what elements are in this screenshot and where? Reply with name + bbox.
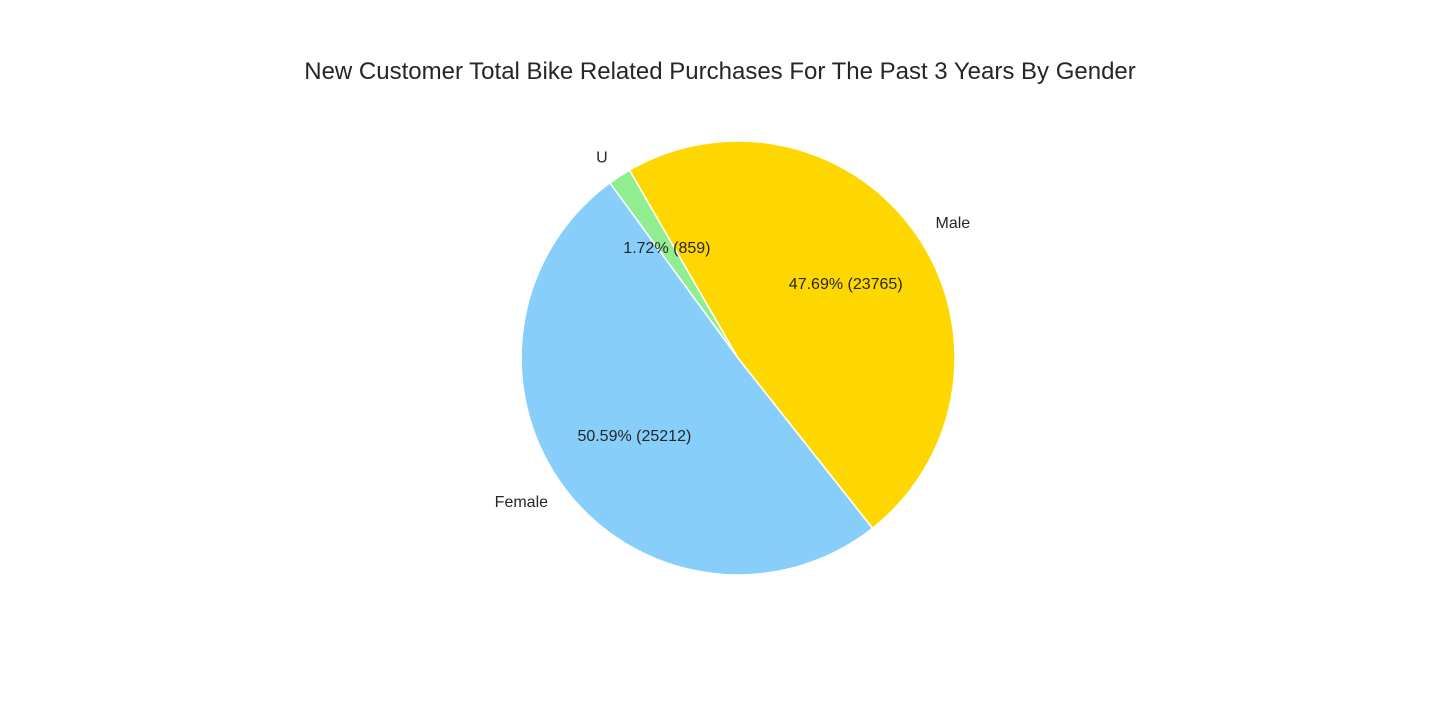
slice-value-label-male: 47.69% (23765)	[789, 276, 903, 293]
pie-slice-male	[628, 140, 956, 529]
pie-labels: U 1.72% (859) Female 50.59% (25212) Male 47.6…	[495, 149, 971, 511]
pie-slices	[520, 140, 956, 576]
pie-slice-female	[520, 182, 874, 576]
slice-value-label-female: 50.59% (25212)	[577, 428, 691, 445]
chart-title: New Customer Total Bike Related Purchase…	[304, 58, 1136, 85]
slice-label-male: Male	[936, 215, 971, 232]
slice-value-label-u: 1.72% (859)	[623, 240, 710, 257]
slice-label-u: U	[596, 149, 608, 166]
slice-label-female: Female	[495, 494, 548, 511]
